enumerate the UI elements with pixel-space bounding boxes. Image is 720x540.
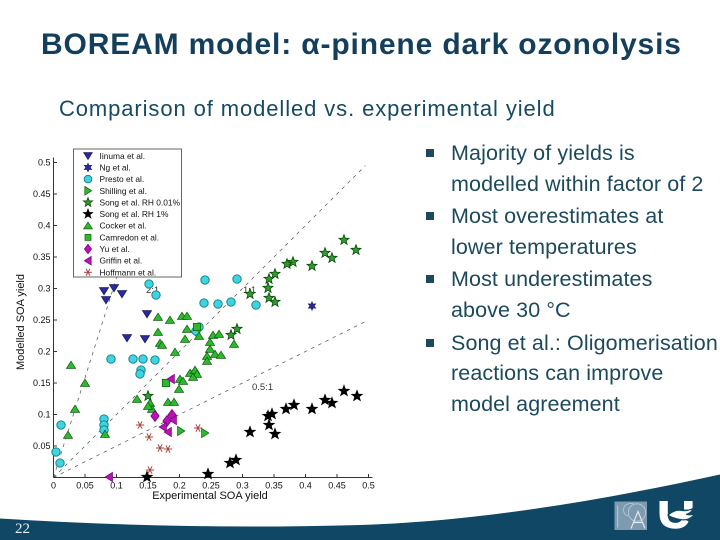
svg-text:0.35: 0.35 bbox=[265, 481, 283, 491]
svg-text:0: 0 bbox=[51, 481, 56, 491]
svg-text:Experimental SOA yield: Experimental SOA yield bbox=[152, 490, 268, 502]
svg-text:0.15: 0.15 bbox=[33, 378, 51, 388]
svg-text:0.3: 0.3 bbox=[236, 481, 249, 491]
svg-text:0.5:1: 0.5:1 bbox=[252, 382, 273, 393]
svg-text:Ng et al.: Ng et al. bbox=[100, 163, 131, 173]
svg-text:0.3: 0.3 bbox=[38, 284, 51, 294]
svg-text:0.2: 0.2 bbox=[38, 347, 51, 357]
svg-text:0.1: 0.1 bbox=[110, 481, 123, 491]
svg-text:0.05: 0.05 bbox=[76, 481, 94, 491]
svg-text:0.05: 0.05 bbox=[33, 441, 51, 451]
svg-text:Cocker et al.: Cocker et al. bbox=[100, 221, 147, 231]
svg-text:0.5: 0.5 bbox=[362, 481, 375, 491]
svg-text:Modelled SOA yield: Modelled SOA yield bbox=[15, 274, 27, 370]
svg-text:Presto et al.: Presto et al. bbox=[100, 174, 145, 184]
svg-text:Iinuma et al.: Iinuma et al. bbox=[100, 151, 146, 161]
svg-text:0.45: 0.45 bbox=[328, 481, 346, 491]
svg-text:Camredon et al.: Camredon et al. bbox=[100, 232, 160, 242]
svg-text:0.2: 0.2 bbox=[173, 481, 186, 491]
svg-text:Song et al. RH 0.01%: Song et al. RH 0.01% bbox=[100, 197, 181, 207]
svg-text:0.15: 0.15 bbox=[139, 481, 157, 491]
svg-text:0.25: 0.25 bbox=[202, 481, 220, 491]
svg-text:Yu et al.: Yu et al. bbox=[100, 244, 130, 254]
svg-text:0.4: 0.4 bbox=[38, 221, 51, 231]
svg-text:0.4: 0.4 bbox=[299, 481, 312, 491]
svg-text:2:1: 2:1 bbox=[146, 285, 159, 296]
svg-text:0.1: 0.1 bbox=[38, 410, 51, 420]
svg-text:0.5: 0.5 bbox=[38, 158, 51, 168]
svg-text:Shilling et al.: Shilling et al. bbox=[100, 186, 148, 196]
svg-text:0.25: 0.25 bbox=[33, 315, 51, 325]
svg-text:0.45: 0.45 bbox=[33, 189, 51, 199]
svg-text:Griffin et al.: Griffin et al. bbox=[100, 256, 143, 266]
svg-text:Hoffmann et al.: Hoffmann et al. bbox=[100, 267, 157, 277]
svg-text:Song et al. RH 1%: Song et al. RH 1% bbox=[100, 209, 169, 219]
svg-text:0.35: 0.35 bbox=[33, 252, 51, 262]
